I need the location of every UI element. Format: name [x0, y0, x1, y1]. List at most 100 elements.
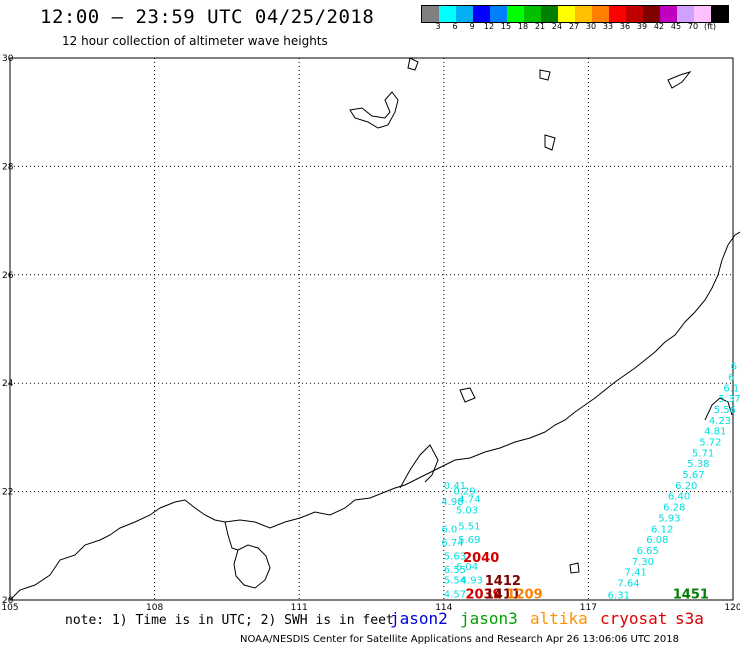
legend-label: 6 — [452, 22, 458, 31]
swh-value: 7.64 — [617, 578, 639, 589]
footer-note: note: 1) Time is in UTC; 2) SWH is in fe… — [65, 613, 394, 628]
satellite-label: jason2 — [390, 609, 448, 628]
legend-label: 24 — [551, 22, 563, 31]
island — [544, 134, 556, 151]
pass-time-label: 1451 — [673, 587, 709, 602]
swh-value: 7.41 — [625, 568, 647, 579]
pass-time-label: 2040 — [463, 551, 499, 566]
lat-tick-label: 20 — [2, 596, 14, 606]
legend-swatch — [456, 6, 473, 22]
map-frame — [9, 57, 734, 601]
island — [539, 69, 551, 81]
legend-swatch — [558, 6, 575, 22]
island — [569, 562, 580, 574]
legend-label: 3 — [435, 22, 441, 31]
pass-time-label: 1411 — [485, 587, 521, 602]
swh-value: 6.74 — [441, 538, 463, 549]
swh-value: 6.0 — [441, 524, 457, 535]
pass-time-label: 1412 — [485, 574, 521, 589]
lon-tick-label: 111 — [291, 603, 308, 613]
swh-value: 6.55 — [444, 565, 466, 576]
lon-tick-label: 117 — [580, 603, 597, 613]
pass-time-label: 1209 — [506, 587, 542, 602]
lat-tick-label: 26 — [2, 271, 14, 281]
swh-value: 6.08 — [646, 535, 668, 546]
legend-label: 33 — [602, 22, 614, 31]
satellite-label: s3a — [675, 609, 704, 628]
legend-swatch — [626, 6, 643, 22]
swh-value: 5.51 — [458, 522, 480, 533]
swh-value: 5.56 — [714, 405, 736, 416]
swh-value: 5.37 — [719, 394, 740, 405]
swh-value: 6.1 — [723, 383, 739, 394]
legend-label: 42 — [653, 22, 665, 31]
swh-value: 6.65 — [637, 546, 659, 557]
swh-value: 4.23 — [709, 416, 731, 427]
pass-time-label: 2039 — [465, 587, 501, 602]
swh-value: 5.93 — [658, 513, 680, 524]
leizhou-coastline — [224, 521, 239, 551]
swh-value: 7.30 — [632, 557, 654, 568]
map-subtitle: 12 hour collection of altimeter wave hei… — [62, 34, 328, 48]
mainland-coastline — [9, 231, 740, 601]
legend-label: 45 — [670, 22, 682, 31]
swh-value: 0.29 — [453, 486, 475, 497]
swh-value: 6 — [728, 372, 734, 383]
wave-height-color-legend — [421, 5, 729, 23]
legend-label: 15 — [500, 22, 512, 31]
legend-label: 12 — [483, 22, 495, 31]
swh-value: 5.72 — [699, 438, 721, 449]
swh-value: 6.31 — [608, 590, 630, 601]
taiwan-coastline — [704, 397, 733, 421]
swh-value: 4.98 — [441, 497, 463, 508]
swh-value: 5.69 — [458, 535, 480, 546]
swh-value: 5.38 — [687, 459, 709, 470]
swh-value: 6.40 — [668, 492, 690, 503]
legend-swatch — [575, 6, 592, 22]
coastline — [9, 57, 740, 601]
wave-height-observations: 0.410.294.744.985.035.516.05.696.745.636… — [441, 362, 740, 602]
lat-tick-label: 22 — [2, 488, 13, 498]
swh-value: 6 — [731, 362, 737, 373]
legend-label: 9 — [469, 22, 475, 31]
credit-line: NOAA/NESDIS Center for Satellite Applica… — [240, 634, 679, 645]
lat-tick-label: 24 — [2, 379, 14, 389]
lat-tick-label: 30 — [2, 54, 14, 64]
map-title: 12:00 – 23:59 UTC 04/25/2018 — [40, 6, 375, 28]
legend-label: 21 — [534, 22, 546, 31]
satellite-label: altika — [530, 609, 588, 628]
legend-swatch — [541, 6, 558, 22]
swh-value: 6.04 — [456, 562, 478, 573]
island — [349, 91, 399, 129]
swh-value: 5.71 — [692, 448, 714, 459]
satellite-label: jason3 — [460, 609, 518, 628]
legend-swatch — [507, 6, 524, 22]
legend-swatch — [473, 6, 490, 22]
lon-tick-label: 105 — [1, 603, 18, 613]
island — [459, 387, 476, 403]
swh-value: 4.93 — [461, 576, 483, 587]
legend-label: 36 — [619, 22, 631, 31]
legend-swatch — [609, 6, 626, 22]
swh-value: 5.54 — [444, 576, 466, 587]
legend-label: (ft) — [703, 22, 717, 31]
swh-value: 6.12 — [651, 524, 673, 535]
swh-value: 4.57 — [444, 589, 466, 600]
legend-swatch — [524, 6, 541, 22]
legend-swatch — [660, 6, 677, 22]
island — [407, 57, 419, 71]
graticule: 105 108 111 114 117 120 30 28 26 24 22 20 — [1, 54, 740, 613]
swh-value: 4.74 — [458, 494, 480, 505]
swh-value: 6.20 — [675, 481, 697, 492]
legend-label: 30 — [585, 22, 597, 31]
legend-label: 18 — [517, 22, 529, 31]
pearl-river-estuary — [399, 444, 439, 489]
legend-swatch — [490, 6, 507, 22]
legend-swatch — [694, 6, 711, 22]
legend-swatch — [592, 6, 609, 22]
legend-label: 70 — [687, 22, 699, 31]
legend-label: 39 — [636, 22, 648, 31]
legend-label: 27 — [568, 22, 580, 31]
